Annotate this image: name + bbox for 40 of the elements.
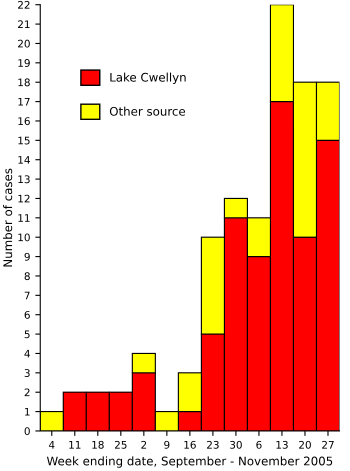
y-tick-label: 6 bbox=[24, 310, 30, 319]
y-tick-label: 0 bbox=[24, 427, 30, 436]
x-tick-label: 4 bbox=[48, 441, 54, 449]
y-tick-label: 1 bbox=[25, 408, 30, 416]
y-tick-label: 12 bbox=[18, 194, 30, 202]
y-tick-label: 10 bbox=[18, 233, 30, 242]
x-tick-label: 13 bbox=[276, 440, 288, 449]
x-tick-label: 30 bbox=[230, 440, 242, 449]
y-tick-label: 17 bbox=[18, 98, 30, 106]
x-tick-label: 16 bbox=[184, 440, 196, 449]
x-axis-title: Week ending date, September - November 2005 bbox=[46, 456, 332, 468]
y-tick-label: 13 bbox=[18, 175, 30, 184]
y-tick-label: 18 bbox=[18, 78, 30, 86]
y-tick-label: 19 bbox=[18, 59, 30, 67]
x-tick-label: 27 bbox=[322, 440, 334, 449]
x-tick-label: 11 bbox=[69, 441, 80, 449]
y-tick-label: 22 bbox=[18, 0, 30, 9]
x-tick-label: 2 bbox=[141, 440, 146, 449]
legend-label: Lake Cwellyn bbox=[110, 72, 186, 84]
y-tick-label: 3 bbox=[24, 369, 30, 377]
y-tick-label: 8 bbox=[24, 272, 30, 280]
x-tick-label: 20 bbox=[299, 440, 311, 449]
x-tick-label: 25 bbox=[114, 440, 127, 449]
y-axis-title: Number of cases bbox=[3, 168, 12, 266]
y-tick-label: 16 bbox=[18, 117, 30, 126]
y-tick-label: 5 bbox=[24, 330, 30, 338]
legend-label: Other source bbox=[110, 106, 186, 116]
y-tick-label: 11 bbox=[18, 214, 30, 222]
y-tick-label: 2 bbox=[24, 388, 30, 396]
x-tick-label: 6 bbox=[256, 440, 262, 449]
y-tick-label: 9 bbox=[24, 252, 30, 261]
y-tick-label: 14 bbox=[18, 156, 30, 164]
x-tick-label: 18 bbox=[92, 440, 104, 449]
y-tick-label: 4 bbox=[24, 350, 30, 358]
y-tick-label: 20 bbox=[18, 40, 30, 48]
y-tick-label: 7 bbox=[24, 292, 30, 300]
y-tick-label: 21 bbox=[18, 20, 30, 28]
y-tick-label: 15 bbox=[18, 136, 30, 144]
x-tick-label: 9 bbox=[164, 440, 170, 449]
x-tick-label: 23 bbox=[207, 440, 219, 449]
